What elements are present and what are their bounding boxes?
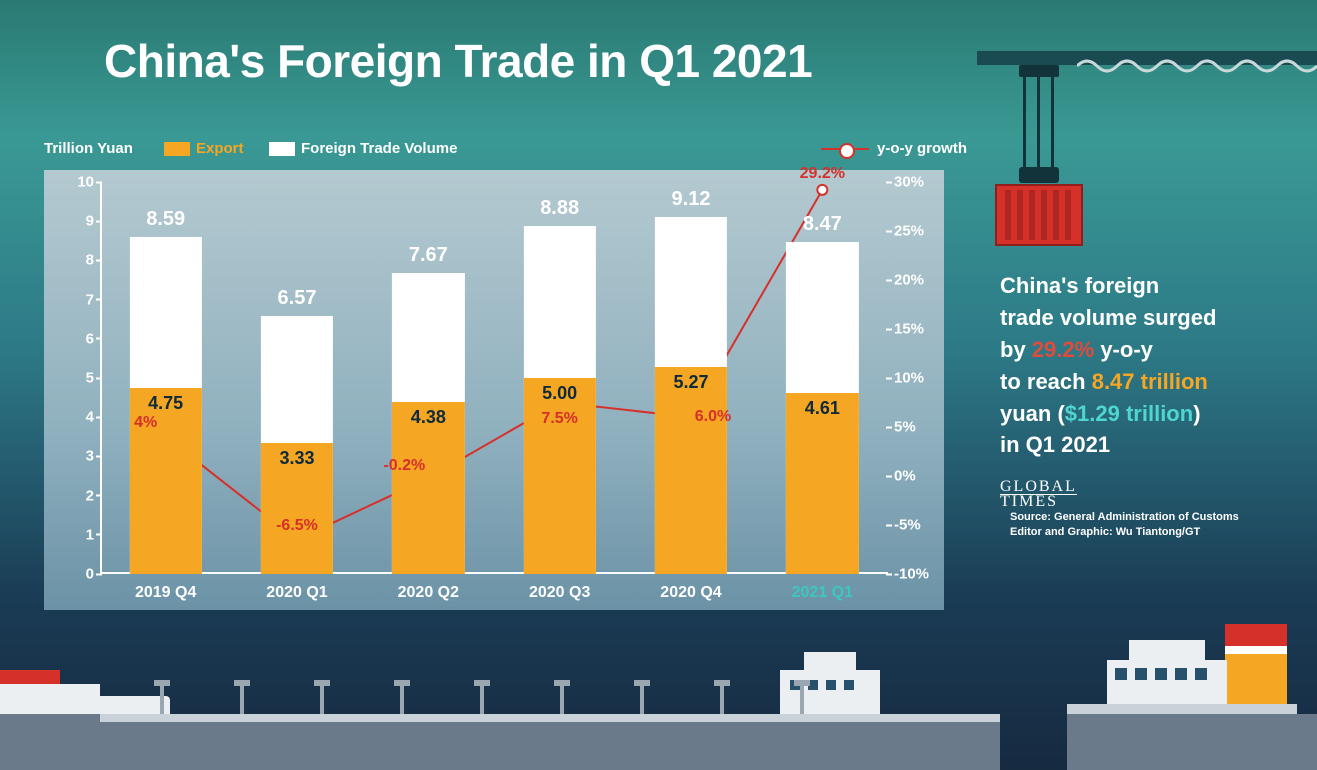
legend-ftv-label: Foreign Trade Volume <box>301 140 457 157</box>
y-axis-label: Trillion Yuan <box>44 140 133 157</box>
desc-l1: China's foreign <box>1000 273 1159 298</box>
description-text: China's foreign trade volume surged by 2… <box>1000 270 1290 461</box>
cargo-ship-icon <box>1067 590 1317 770</box>
source-line: Source: General Administration of Custom… <box>1010 510 1239 525</box>
y-tick: 2 <box>66 487 94 504</box>
page-title: China's Foreign Trade in Q1 2021 <box>104 34 812 88</box>
chart-panel: 0 1 2 3 4 5 6 7 8 9 10 -10% -5% 0% 5% 10% 15% 20% 25% 30% 20… <box>44 170 944 610</box>
bar-total-value: 8.88 <box>540 197 579 220</box>
x-category: 2020 Q1 <box>266 584 327 602</box>
bar-total-value: 8.59 <box>146 208 185 231</box>
source-block: GLOBAL TIMES Source: General Administrat… <box>1000 480 1300 541</box>
bar-group: 8.885.00 <box>524 226 596 574</box>
legend-export: Export <box>164 140 244 157</box>
bar-export-value: 5.27 <box>673 372 708 393</box>
crane-icon <box>977 44 1317 274</box>
line-marker-icon <box>821 142 869 156</box>
y-tick: 9 <box>66 213 94 230</box>
bar-group: 7.674.38 <box>392 273 464 574</box>
container-icon <box>995 184 1083 246</box>
bar-group: 9.125.27 <box>655 217 727 575</box>
yoy-value-label: 29.2% <box>800 165 845 183</box>
y-tick: 3 <box>66 448 94 465</box>
bar-export-value: 4.75 <box>148 393 183 414</box>
y2-tick: 15% <box>894 321 938 338</box>
crane-wave-icon <box>1077 56 1317 76</box>
legend-ftv: Foreign Trade Volume <box>269 140 457 157</box>
bar-group: 8.594.75 <box>130 237 202 574</box>
desc-l3b: y-o-y <box>1100 337 1153 362</box>
y-tick: 5 <box>66 370 94 387</box>
bar-total-value: 9.12 <box>672 188 711 211</box>
y-tick: 7 <box>66 291 94 308</box>
bar-total-value: 8.47 <box>803 213 842 236</box>
desc-l4a: to reach <box>1000 369 1092 394</box>
yoy-line-svg <box>100 182 888 574</box>
y2-tick: 30% <box>894 174 938 191</box>
bar-export <box>655 367 727 574</box>
y2-tick: 20% <box>894 272 938 289</box>
source-text: Source: General Administration of Custom… <box>1010 510 1239 541</box>
swatch-export-icon <box>164 142 190 156</box>
bar-export <box>524 378 596 574</box>
desc-l2: trade volume surged <box>1000 305 1216 330</box>
y2-tick: 0% <box>894 468 938 485</box>
chart-plot-area: 012345678910-10%-5%0%5%10%15%20%25%30%20… <box>100 182 888 574</box>
legend-yoy-label: y-o-y growth <box>877 140 967 157</box>
gt-logo: GLOBAL TIMES <box>1000 480 1077 510</box>
chart-legend: Trillion Yuan Export Foreign Trade Volum… <box>44 140 967 164</box>
x-category: 2020 Q3 <box>529 584 590 602</box>
desc-l5b: ) <box>1193 401 1200 426</box>
yoy-point <box>817 185 827 195</box>
y-tick: 10 <box>66 174 94 191</box>
y-tick: 6 <box>66 330 94 347</box>
y2-tick: -10% <box>894 566 938 583</box>
legend-export-label: Export <box>196 140 244 157</box>
y-tick: 4 <box>66 409 94 426</box>
x-category: 2020 Q2 <box>398 584 459 602</box>
desc-yoy: 29.2% <box>1032 337 1094 362</box>
bar-total-value: 6.57 <box>278 287 317 310</box>
swatch-ftv-icon <box>269 142 295 156</box>
bar-export <box>786 393 858 574</box>
yoy-value-label: 6.0% <box>695 408 731 426</box>
y2-tick: 25% <box>894 223 938 240</box>
x-category: 2019 Q4 <box>135 584 196 602</box>
desc-l3a: by <box>1000 337 1032 362</box>
y-tick: 1 <box>66 526 94 543</box>
bar-export-value: 4.38 <box>411 407 446 428</box>
desc-usd: $1.29 trillion <box>1065 401 1193 426</box>
x-category: 2021 Q1 <box>792 584 853 602</box>
gt-logo-l2: TIMES <box>1000 494 1077 509</box>
yoy-value-label: 7.5% <box>541 410 577 428</box>
bar-total-value: 7.67 <box>409 244 448 267</box>
bar-export-value: 3.33 <box>279 448 314 469</box>
desc-l5a: yuan ( <box>1000 401 1065 426</box>
yoy-value-label: -0.2% <box>383 457 425 475</box>
legend-yoy: y-o-y growth <box>821 140 967 157</box>
bar-export-value: 4.61 <box>805 398 840 419</box>
y-tick: 0 <box>66 566 94 583</box>
y2-tick: 5% <box>894 419 938 436</box>
yoy-value-label: -6.5% <box>276 517 318 535</box>
y-tick: 8 <box>66 252 94 269</box>
bar-export-value: 5.00 <box>542 383 577 404</box>
bar-group: 6.573.33 <box>261 316 333 574</box>
desc-yuan: 8.47 trillion <box>1092 369 1208 394</box>
credit-line: Editor and Graphic: Wu Tiantong/GT <box>1010 525 1239 540</box>
desc-l6: in Q1 2021 <box>1000 432 1110 457</box>
x-category: 2020 Q4 <box>660 584 721 602</box>
ships-decoration <box>0 620 1317 770</box>
yoy-value-label: 4% <box>134 414 157 432</box>
tanker-icon <box>100 660 1000 770</box>
y2-tick: -5% <box>894 517 938 534</box>
gt-logo-l1: GLOBAL <box>1000 480 1077 494</box>
bar-group: 8.474.61 <box>786 242 858 574</box>
y2-tick: 10% <box>894 370 938 387</box>
